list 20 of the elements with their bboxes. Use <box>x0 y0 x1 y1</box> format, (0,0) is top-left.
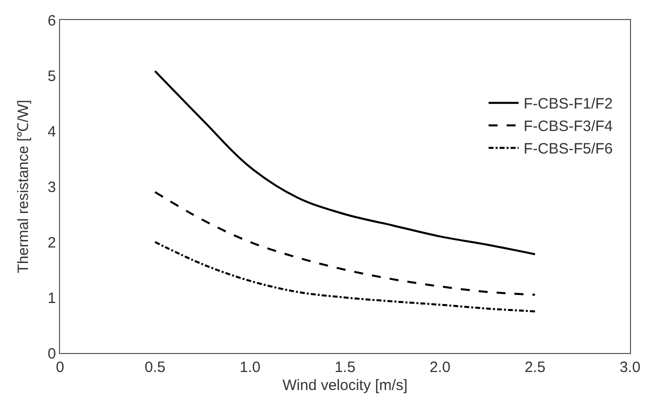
y-axis-title: Thermal resistance [℃/W] <box>14 100 32 274</box>
x-tick-label: 1.5 <box>334 359 356 376</box>
legend-label: F-CBS-F3/F4 <box>524 118 613 136</box>
y-tick-label: 5 <box>48 68 56 85</box>
x-tick-label: 1.0 <box>240 359 260 376</box>
x-tick-label: 2.0 <box>430 359 450 376</box>
x-tick-label: 0.5 <box>144 359 166 376</box>
x-axis-title: Wind velocity [m/s] <box>282 377 408 394</box>
x-tick-label: 2.5 <box>524 359 546 376</box>
line-series <box>154 241 536 312</box>
legend-label: F-CBS-F5/F6 <box>524 140 613 158</box>
y-tick-label: 3 <box>48 178 56 196</box>
line-series <box>154 191 536 296</box>
y-tick-label: 1 <box>48 290 56 307</box>
legend-label: F-CBS-F1/F2 <box>524 96 613 113</box>
y-tick-label: 6 <box>48 12 56 30</box>
y-tick-label: 4 <box>48 123 56 140</box>
y-tick-label: 0 <box>48 345 56 362</box>
y-tick-label: 2 <box>48 234 56 252</box>
x-tick-label: 3.0 <box>620 359 640 376</box>
